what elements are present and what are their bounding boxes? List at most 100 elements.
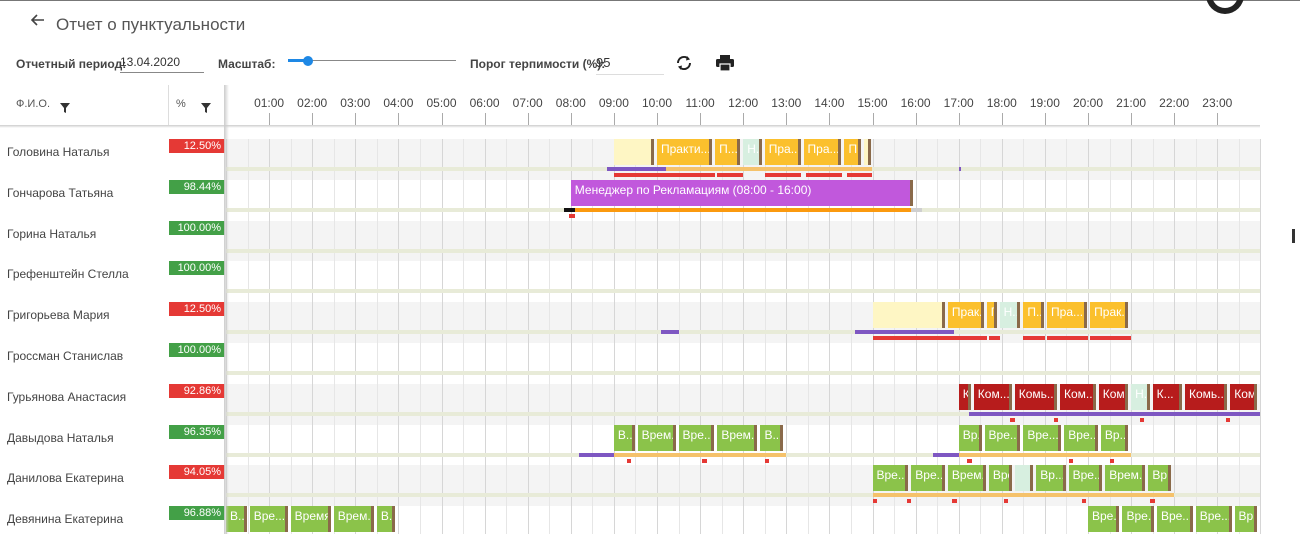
shift-segment[interactable]: Вре... bbox=[249, 506, 288, 533]
grid-line bbox=[570, 139, 572, 180]
shift-segment[interactable]: Врем... bbox=[637, 424, 676, 451]
shift-segment[interactable]: Вре... bbox=[1088, 506, 1120, 533]
shift-segment[interactable]: Вре... bbox=[1122, 506, 1154, 533]
shift-segment[interactable]: Вр... bbox=[1100, 424, 1129, 451]
shift-segment[interactable]: Вре... bbox=[988, 465, 1012, 492]
shift-segment[interactable]: Вр... bbox=[958, 424, 982, 451]
grid-line bbox=[592, 424, 594, 466]
refresh-icon[interactable] bbox=[673, 52, 695, 74]
shift-segment[interactable]: Вре... bbox=[911, 465, 945, 492]
grid-line bbox=[441, 506, 443, 534]
activity-mark bbox=[872, 493, 1175, 498]
shift-segment[interactable]: Врем... bbox=[947, 465, 986, 492]
period-date-input[interactable]: 13.04.2020 bbox=[120, 55, 204, 73]
shift-segment[interactable]: Вр... bbox=[1148, 465, 1172, 492]
shift-segment[interactable]: Н... bbox=[999, 302, 1021, 329]
back-arrow-icon[interactable] bbox=[30, 12, 50, 34]
shift-segment[interactable]: К... bbox=[958, 383, 971, 410]
grid-line bbox=[635, 383, 637, 425]
percent-filter-icon[interactable] bbox=[201, 100, 211, 113]
grid-line bbox=[312, 179, 314, 221]
grid-line bbox=[700, 302, 702, 344]
shift-segment[interactable]: Вре... bbox=[1195, 506, 1232, 533]
shift-segment[interactable]: Прак... bbox=[1090, 302, 1129, 329]
shift-segment[interactable]: Вр... bbox=[1036, 465, 1066, 492]
scale-slider[interactable] bbox=[288, 55, 456, 67]
shift-segment[interactable]: Пра... bbox=[1047, 302, 1088, 329]
grid-line bbox=[1044, 506, 1046, 534]
shift-segment[interactable]: Врем... bbox=[333, 506, 374, 533]
shift-segment[interactable]: Вре... bbox=[984, 424, 1021, 451]
grid-line bbox=[915, 220, 917, 262]
grid-line bbox=[1001, 220, 1003, 262]
grid-line bbox=[786, 424, 788, 466]
shift-segment[interactable]: П... bbox=[844, 139, 861, 165]
grid-line bbox=[419, 383, 421, 425]
shift-segment[interactable] bbox=[863, 139, 871, 165]
shift-segment[interactable]: К... bbox=[1152, 383, 1182, 410]
scale-slider-thumb[interactable] bbox=[303, 56, 314, 66]
grid-line bbox=[807, 343, 809, 384]
shift-segment[interactable]: П... bbox=[1023, 302, 1045, 329]
shift-segment[interactable]: Прак... bbox=[947, 302, 984, 329]
shift-segment[interactable]: В... bbox=[226, 506, 247, 533]
grid-line bbox=[958, 179, 960, 221]
shift-segment[interactable]: В... bbox=[613, 424, 635, 451]
shift-segment[interactable]: Ком... bbox=[1059, 383, 1096, 410]
grid-line bbox=[269, 139, 271, 180]
shift-segment[interactable]: Вр... bbox=[1234, 506, 1258, 533]
shift-segment[interactable]: В... bbox=[760, 424, 784, 451]
shift-segment[interactable]: Менеджер по Рекламациям (08:00 - 16:00) bbox=[570, 179, 913, 206]
grid-line bbox=[290, 424, 292, 466]
shift-segment[interactable]: Вре... bbox=[678, 424, 715, 451]
shift-segment[interactable]: Пра... bbox=[764, 139, 801, 165]
grid-line bbox=[398, 424, 400, 466]
shift-segment[interactable]: Комь... bbox=[1184, 383, 1228, 410]
shift-segment[interactable]: Время... bbox=[290, 506, 331, 533]
grid-line bbox=[1238, 424, 1240, 466]
shift-segment[interactable]: Ком... bbox=[1230, 383, 1258, 410]
shift-segment[interactable]: Практи... bbox=[657, 139, 713, 165]
shift-segment[interactable]: Н... bbox=[1131, 383, 1150, 410]
grid-line bbox=[678, 302, 680, 344]
shift-segment[interactable]: Ком... bbox=[973, 383, 1012, 410]
grid-line bbox=[592, 506, 594, 534]
violation-mark bbox=[846, 173, 873, 177]
grid-line bbox=[527, 383, 529, 425]
shift-segment[interactable] bbox=[613, 139, 654, 165]
shift-segment[interactable]: Ком... bbox=[1098, 383, 1129, 410]
violation-mark bbox=[717, 173, 744, 177]
print-icon[interactable] bbox=[714, 52, 736, 74]
grid-line bbox=[1238, 343, 1240, 384]
grid-line bbox=[506, 506, 508, 534]
grid-line bbox=[1066, 343, 1068, 384]
shift-segment[interactable] bbox=[1014, 465, 1034, 492]
shift-segment[interactable]: Вре... bbox=[1068, 465, 1103, 492]
grid-line bbox=[506, 139, 508, 180]
shift-segment[interactable]: Вре... bbox=[1156, 506, 1193, 533]
shift-segment[interactable]: П... bbox=[715, 139, 741, 165]
grid-line bbox=[484, 506, 486, 534]
shift-segment[interactable]: В... bbox=[376, 506, 396, 533]
shift-segment[interactable]: Врем... bbox=[717, 424, 758, 451]
hour-label: 12:00 bbox=[728, 96, 759, 110]
scroll-indicator[interactable] bbox=[1292, 229, 1295, 243]
hour-label: 08:00 bbox=[555, 96, 586, 110]
shift-segment[interactable]: Вре... bbox=[1064, 424, 1098, 451]
shift-segment[interactable]: Врем... bbox=[1105, 465, 1146, 492]
grid-line bbox=[613, 383, 615, 425]
shift-segment[interactable]: Вре... bbox=[1023, 424, 1062, 451]
shift-segment[interactable]: Комь... bbox=[1014, 383, 1057, 410]
name-filter-icon[interactable] bbox=[60, 100, 70, 113]
shift-segment[interactable]: Вре... bbox=[872, 465, 909, 492]
shift-segment[interactable] bbox=[872, 302, 945, 329]
violation-mark bbox=[1225, 417, 1231, 422]
shift-segment[interactable]: Н... bbox=[743, 139, 762, 165]
percent-badge: 12.50% bbox=[169, 139, 225, 153]
headset-icon[interactable] bbox=[1206, 0, 1244, 14]
tolerance-input[interactable]: 95 bbox=[596, 55, 664, 75]
grid-line bbox=[657, 465, 658, 507]
grid-line bbox=[247, 179, 249, 221]
shift-segment[interactable]: Г... bbox=[986, 302, 997, 329]
shift-segment[interactable]: Пра... bbox=[803, 139, 842, 165]
